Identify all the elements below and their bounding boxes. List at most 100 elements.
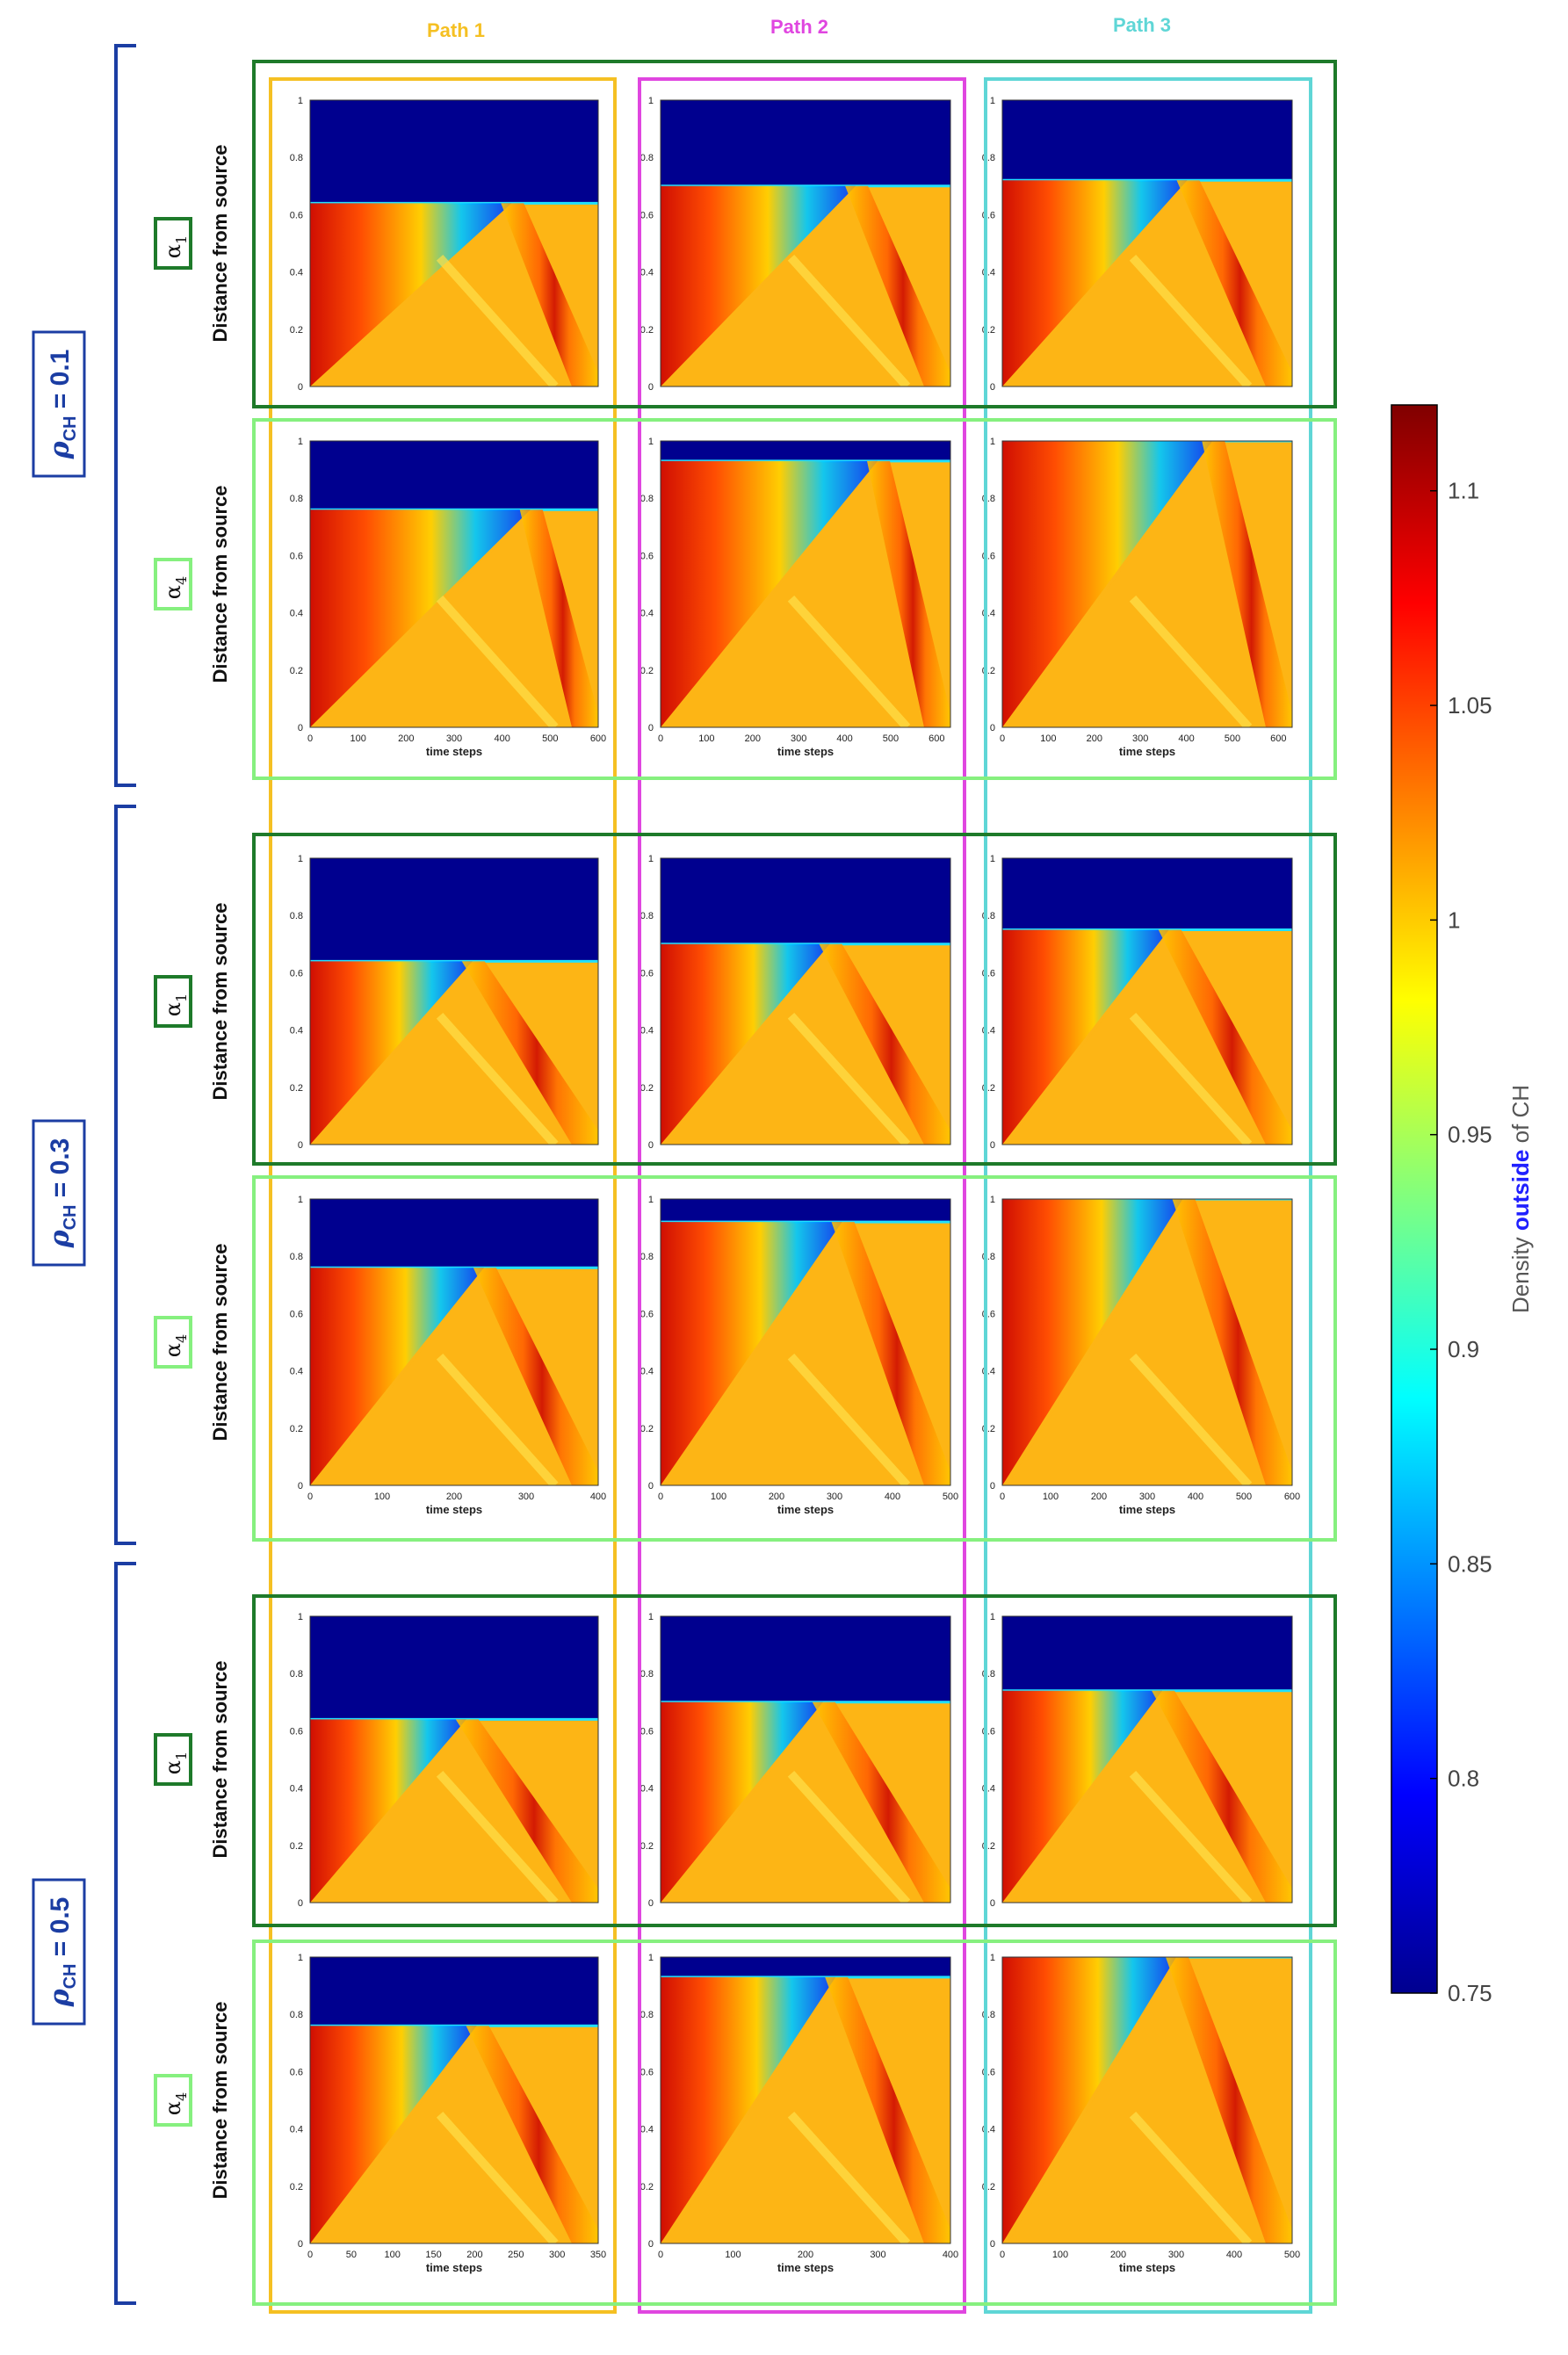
x-tick-label: 200: [446, 1492, 462, 1502]
density-symbol: ρ: [45, 1988, 76, 2007]
y-tick-label: 0.8: [982, 153, 995, 163]
x-tick-label: 600: [1270, 733, 1286, 744]
colorbar-tick-label: 1: [1448, 907, 1460, 933]
panel-secondary-wave: [436, 1353, 559, 1485]
panel-secondary-wave: [1129, 595, 1253, 727]
x-tick-label: 300: [791, 733, 806, 744]
svg-text:ρCH = 0.1: ρCH = 0.1: [45, 350, 80, 460]
y-tick-label: 0.8: [290, 1252, 303, 1262]
y-tick-label: 1: [298, 1612, 303, 1622]
x-tick-label: 0: [1000, 1492, 1005, 1502]
y-tick-label: 1: [990, 437, 995, 447]
x-tick-label: 400: [885, 1492, 900, 1502]
row-label-alpha4: α4: [154, 558, 192, 610]
y-tick-label: 0.8: [290, 494, 303, 504]
x-tick-label: 0: [658, 2250, 663, 2260]
panel-wedge: [661, 460, 878, 727]
panel-outside-region: [310, 1616, 598, 1720]
y-tick-label: 0.4: [982, 268, 995, 278]
y-tick-label: 0.4: [982, 2125, 995, 2135]
y-tick-label: 0.8: [640, 2010, 654, 2020]
y-axis-label: Distance from source: [209, 486, 231, 683]
x-tick-label: 300: [446, 733, 462, 744]
colorbar-tick-label: 0.95: [1448, 1122, 1492, 1148]
panel-reflected-band: [845, 185, 950, 386]
y-tick-label: 0.2: [290, 1841, 303, 1852]
panel-wedge: [661, 1976, 836, 2243]
y-tick-label: 0.4: [982, 1026, 995, 1037]
y-tick-label: 0.2: [290, 1083, 303, 1094]
heatmap-panel: 0 0.2 0.4 0.6 0.8 1: [640, 1612, 951, 1909]
x-tick-label: 600: [1284, 1492, 1300, 1502]
panel-frame: [660, 99, 951, 387]
panel-reflected-band: [1202, 441, 1292, 727]
y-tick-label: 0.6: [640, 968, 654, 979]
row-box-alpha1-group-0: [252, 60, 1337, 408]
y-tick-label: 0.6: [982, 1309, 995, 1319]
panel-reflected-band: [867, 460, 950, 727]
y-tick-label: 0.6: [640, 2067, 654, 2077]
row-label-alpha1: α1: [154, 1733, 192, 1786]
panel-reflected-band: [819, 943, 950, 1145]
row-label-text: α4: [161, 576, 190, 599]
y-tick-label: 1: [298, 437, 303, 447]
x-tick-label: 300: [1139, 1492, 1155, 1502]
row-box-alpha4-group-0: [252, 418, 1337, 780]
y-tick-label: 0.2: [640, 2182, 654, 2192]
y-tick-label: 0.6: [290, 968, 303, 979]
panel-wedge: [1002, 1199, 1183, 1485]
y-tick-label: 1: [298, 1195, 303, 1205]
x-tick-label: 400: [1188, 1492, 1203, 1502]
x-tick-label: 400: [1226, 2250, 1242, 2260]
panel-frame: [1001, 1615, 1293, 1904]
x-tick-label: 200: [745, 733, 761, 744]
panel-wedge: [1002, 929, 1169, 1145]
density-value: = 0.1: [46, 350, 75, 416]
colorbar-ticks: 0.75 0.8 0.85 0.9 0.95 1 1.05 1.1: [1430, 478, 1492, 2006]
y-tick-label: 0.6: [290, 1309, 303, 1319]
x-tick-label: 600: [929, 733, 944, 744]
x-tick-label: 500: [542, 733, 558, 744]
panel-frame: [309, 440, 599, 728]
x-axis-label: time steps: [1119, 1503, 1175, 1516]
panel-secondary-wave: [436, 1012, 559, 1145]
y-tick-label: 0.2: [290, 325, 303, 336]
heatmap-panel: 0 0.2 0.4 0.6 0.8 1 0 100 200 300 400 time steps Dis…: [209, 1195, 606, 1516]
panel-outside-region: [661, 1957, 950, 1977]
y-tick-label: 0: [298, 2239, 303, 2250]
row-label-text: α1: [161, 993, 190, 1016]
y-tick-label: 0.2: [640, 1424, 654, 1434]
x-tick-label: 500: [1236, 1492, 1252, 1502]
panel-wedge: [310, 961, 473, 1145]
row-box-alpha4-group-2: [252, 1940, 1337, 2306]
colorbar-tick-label: 0.8: [1448, 1766, 1479, 1792]
row-label-text: α1: [161, 235, 190, 258]
y-tick-label: 0.6: [982, 551, 995, 561]
y-axis-label: Distance from source: [209, 903, 231, 1101]
panel-inner: [666, 464, 950, 727]
panel-reflected-band: [1158, 929, 1292, 1145]
panel-frame: [1001, 857, 1293, 1145]
y-tick-label: 1: [648, 96, 654, 106]
panel-reflected-band: [1172, 1199, 1292, 1485]
x-tick-label: 400: [943, 2250, 958, 2260]
group-bracket-0: [114, 44, 136, 787]
panel-wedge: [310, 1719, 466, 1903]
y-tick-label: 0.2: [982, 1083, 995, 1094]
panel-reflected-band: [825, 1976, 950, 2243]
y-tick-label: 0: [648, 1140, 654, 1151]
y-tick-label: 0.2: [982, 666, 995, 676]
panel-outside-region: [1002, 100, 1292, 181]
panel-secondary-wave: [787, 595, 911, 727]
x-axis-label: time steps: [1119, 2261, 1175, 2274]
panel-reflected-band: [519, 509, 598, 727]
column-label-path-1: Path 1: [427, 19, 485, 41]
x-tick-label: 100: [374, 1492, 390, 1502]
y-tick-label: 0.2: [982, 325, 995, 336]
panel-secondary-wave: [1129, 1770, 1253, 1903]
panel-inner: [1008, 184, 1292, 386]
x-tick-label: 300: [1132, 733, 1148, 744]
panel-inner: [666, 1980, 950, 2243]
x-tick-label: 350: [590, 2250, 606, 2260]
colorbar-label: Density outside of CH: [1507, 1085, 1534, 1313]
